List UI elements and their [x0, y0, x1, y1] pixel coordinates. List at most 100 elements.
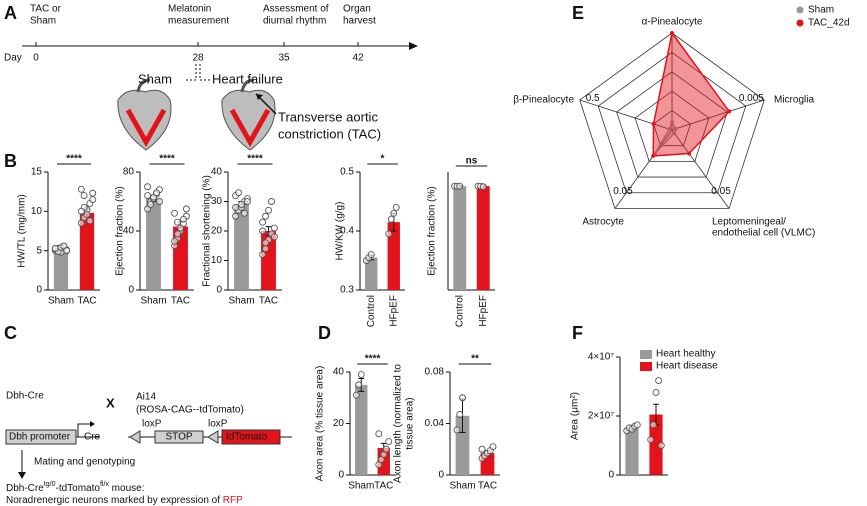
event-label: Assessment of — [263, 4, 329, 15]
data-point — [232, 203, 240, 211]
data-point — [241, 209, 248, 217]
data-point — [77, 185, 85, 193]
x-tick-label: Control — [454, 295, 465, 327]
y-tick-label: 20 — [211, 226, 223, 237]
y-tick-label: 0.4 — [340, 226, 354, 237]
y-tick-label: 0 — [128, 285, 134, 296]
day: 0 — [33, 53, 39, 64]
data-point — [387, 215, 395, 223]
data-point — [270, 233, 278, 241]
data-point — [63, 247, 71, 255]
strain: Ai14 — [136, 392, 156, 403]
bar — [625, 427, 639, 475]
day: 35 — [278, 53, 290, 64]
construct-graphics — [5, 421, 292, 479]
bar — [453, 186, 467, 290]
data-point — [77, 207, 85, 215]
procedure-label: constriction (TAC) — [278, 126, 381, 141]
data-point — [259, 227, 267, 235]
panel-letter: F — [572, 323, 583, 343]
data-point — [489, 443, 497, 451]
data-point — [259, 251, 267, 259]
radar-axis-label: β-Pinealocyte — [513, 95, 574, 106]
bar — [146, 198, 161, 290]
y-tick-label: 0 — [338, 470, 344, 481]
note-part: RFP — [223, 495, 243, 506]
data-point — [147, 200, 154, 208]
data-point — [182, 205, 190, 213]
data-point — [657, 442, 665, 449]
legend-label: Heart disease — [656, 361, 718, 372]
event-label: diurnal rhythm — [263, 16, 326, 27]
y-axis-label: Ejection fraction (%) — [427, 186, 438, 275]
x-tick-label: Sham — [449, 481, 475, 492]
y-tick-label: 20 — [333, 418, 345, 429]
data-point — [456, 411, 464, 418]
data-point — [459, 394, 466, 402]
event-label: TAC or — [30, 4, 62, 15]
significance: ** — [471, 354, 479, 365]
x-tick-label: Sham — [228, 296, 254, 307]
loxp: loxP — [142, 419, 162, 430]
data-point — [144, 192, 152, 200]
data-point — [375, 430, 383, 438]
radar-point — [687, 151, 692, 156]
y-axis-label: Fractional shortening (%) — [202, 175, 213, 287]
data-point — [177, 224, 184, 232]
data-point — [262, 212, 269, 220]
data-point — [265, 206, 272, 214]
data-point — [171, 209, 179, 217]
y-tick-label: 10 — [211, 255, 223, 266]
data-point — [647, 436, 655, 444]
y-tick-label: 40 — [211, 167, 223, 178]
legend-label: Heart healthy — [656, 349, 715, 360]
stop: STOP — [165, 432, 192, 443]
legend-label: Sham — [808, 5, 834, 16]
result-part: fl/x — [100, 481, 109, 488]
y-axis-label: HW/KW (g/g) — [335, 202, 346, 261]
x-tick-label: Sham — [48, 296, 74, 307]
result-part: mouse: — [109, 483, 145, 494]
radar-scale-label: 0.5 — [586, 93, 600, 104]
panel-letter: D — [318, 323, 331, 343]
radar-point — [727, 109, 732, 114]
data-point — [235, 189, 242, 197]
result-note: Noradrenergic neurons marked by expressi… — [6, 495, 243, 506]
x-tick-label: TAC — [259, 296, 278, 307]
bar — [355, 384, 368, 475]
x-tick-label: TAC — [171, 296, 190, 307]
y-tick-label: 0.08 — [425, 367, 445, 378]
data-point — [478, 445, 486, 453]
event-label: Melatonin — [168, 4, 211, 15]
legend-swatch — [640, 350, 652, 359]
y-tick-label: 40 — [123, 226, 135, 237]
day: 28 — [192, 53, 204, 64]
radar-ring — [597, 51, 747, 194]
radar-spoke — [671, 99, 765, 131]
promoter: Dbh promoter — [9, 432, 71, 443]
data-point — [367, 251, 375, 259]
data-point — [180, 215, 187, 223]
y-axis-label: Area (μm²) — [570, 392, 581, 440]
radar-point — [670, 120, 674, 125]
result: Dbh-Cretg/0-tdTomatofl/x mouse: — [6, 481, 144, 494]
data-point — [479, 183, 487, 191]
data-point — [357, 371, 365, 379]
day-label: Day — [4, 53, 22, 64]
legend-marker — [796, 19, 804, 27]
bar — [234, 204, 249, 290]
x-tick-label: Control — [366, 295, 377, 327]
data-point — [390, 209, 398, 217]
panel-letter: A — [4, 3, 17, 23]
data-point — [385, 438, 393, 445]
data-point — [232, 212, 240, 220]
radar-point — [672, 131, 677, 136]
y-tick-label: 0 — [438, 470, 444, 481]
radar-axis-label: α-Pinealocyte — [642, 17, 703, 28]
cross: X — [106, 395, 115, 410]
radar-axis-label: Leptomeningeal/ — [712, 217, 786, 228]
heart-failure — [221, 78, 277, 151]
data-point — [89, 196, 97, 203]
gene: Cre — [84, 432, 101, 443]
